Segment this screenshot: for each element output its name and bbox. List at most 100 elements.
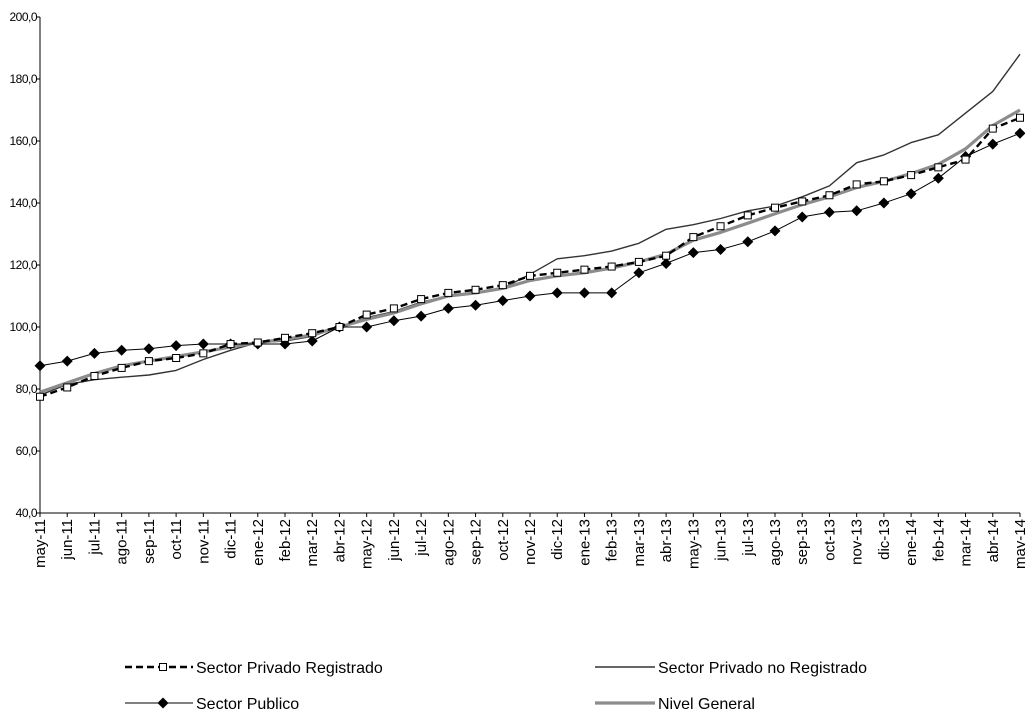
y-tick-label: 80,0	[16, 382, 38, 396]
x-tick-label: oct-11	[168, 519, 185, 560]
data-point-diamond	[932, 172, 944, 184]
legend-item-sector-privado-registrado: Sector Privado Registrado	[125, 660, 383, 677]
x-tick-label: ene-12	[250, 519, 267, 566]
x-tick-label: dic-13	[876, 519, 893, 560]
data-point-square	[662, 251, 671, 260]
data-point-square	[389, 304, 398, 313]
x-tick-label: may-12	[359, 519, 376, 569]
data-point-diamond	[606, 287, 618, 299]
data-point-square	[281, 333, 289, 342]
data-point-diamond	[1014, 127, 1025, 139]
x-tick-label: abr-12	[331, 519, 348, 562]
legend-marker-diamond	[157, 697, 169, 709]
data-point-diamond	[143, 343, 155, 355]
data-point-diamond	[524, 290, 536, 302]
data-point-diamond	[388, 315, 400, 327]
y-tick-label: 160,0	[9, 134, 37, 148]
data-point-square	[199, 349, 208, 358]
data-point-square	[961, 155, 970, 164]
data-point-square	[117, 363, 126, 372]
legend-marker-square	[159, 663, 167, 671]
axes: 40,0 60,0 80,0 100,0 120,0 140,0 160,0 180,0 200…	[9, 10, 1025, 569]
x-tick-label: may-11	[32, 519, 49, 568]
legend: Sector Privado Registrado Sector Privado …	[125, 660, 867, 713]
legend-label: Nivel General	[658, 696, 755, 713]
x-tick-label: nov-13	[849, 519, 866, 565]
data-point-square	[526, 271, 534, 280]
data-point-diamond	[851, 205, 863, 217]
x-tick-label: feb-14	[930, 519, 947, 562]
y-tick-label: 100,0	[9, 320, 37, 334]
data-point-diamond	[197, 338, 209, 350]
x-tick-label: dic-11	[223, 519, 240, 559]
x-tick-label: sep-11	[141, 519, 158, 564]
data-point-diamond	[660, 257, 672, 269]
legend-item-sector-privado-no-registrado: Sector Privado no Registrado	[595, 660, 867, 677]
data-point-diamond	[687, 247, 699, 259]
data-point-diamond	[170, 340, 182, 352]
data-point-square	[362, 310, 371, 319]
data-point-square	[580, 265, 589, 274]
data-point-diamond	[306, 335, 318, 347]
data-point-diamond	[987, 138, 999, 150]
data-point-square	[743, 211, 752, 220]
x-tick-label: feb-12	[277, 519, 294, 562]
data-point-square	[444, 288, 453, 297]
x-tick-label: nov-11	[195, 519, 212, 564]
data-point-diamond	[415, 310, 427, 322]
data-point-square	[934, 163, 943, 172]
x-tick-label: mar-12	[304, 519, 321, 567]
data-point-square	[63, 383, 72, 392]
data-point-square	[471, 285, 480, 294]
data-point-square	[226, 340, 235, 349]
series-nivel-general	[39, 108, 1021, 394]
series-sector-publico	[34, 127, 1025, 372]
data-point-diamond	[742, 236, 754, 248]
data-point-square	[144, 357, 153, 366]
data-point-diamond	[470, 299, 482, 311]
data-point-square	[798, 197, 807, 206]
data-point-square	[417, 295, 426, 304]
data-point-square	[716, 222, 725, 231]
data-point-diamond	[34, 360, 46, 372]
data-point-square	[988, 124, 997, 133]
data-point-diamond	[361, 321, 373, 333]
x-tick-label: feb-13	[604, 519, 621, 562]
x-tick-label: mar-14	[958, 519, 975, 567]
data-point-square	[907, 171, 916, 180]
series-sector-privado-no-registrado	[39, 53, 1021, 396]
x-tick-label: jul-13	[740, 519, 757, 557]
data-point-diamond	[116, 344, 128, 356]
x-tick-label: ago-12	[440, 519, 457, 566]
x-tick-label: abr-14	[985, 519, 1002, 562]
data-point-square	[335, 323, 344, 331]
x-tick-label: ene-13	[576, 519, 593, 566]
data-point-diamond	[633, 267, 645, 279]
y-tick-label: 60,0	[16, 444, 38, 458]
data-point-square	[607, 262, 616, 271]
x-tick-label: ene-14	[903, 519, 920, 566]
data-point-diamond	[796, 211, 808, 223]
y-tick-label: 120,0	[9, 258, 37, 272]
data-point-diamond	[442, 302, 454, 314]
data-point-diamond	[88, 347, 100, 359]
data-point-diamond	[497, 295, 509, 307]
data-point-square	[90, 371, 99, 380]
legend-item-sector-publico: Sector Publico	[125, 696, 299, 713]
series-line	[39, 132, 1021, 367]
data-point-square	[308, 329, 317, 338]
data-point-square	[825, 191, 834, 200]
data-point-square	[634, 257, 643, 266]
series-sector-privado-registrado	[36, 113, 1024, 401]
x-tick-label: oct-13	[821, 519, 838, 561]
data-point-diamond	[715, 244, 727, 255]
y-tick-label: 140,0	[9, 196, 37, 210]
data-point-diamond	[878, 197, 890, 209]
data-point-diamond	[823, 206, 835, 218]
x-tick-label: nov-12	[522, 519, 539, 565]
x-tick-label: sep-12	[468, 519, 485, 565]
data-point-diamond	[61, 355, 73, 367]
data-point-square	[1016, 113, 1024, 122]
data-point-diamond	[905, 188, 917, 200]
